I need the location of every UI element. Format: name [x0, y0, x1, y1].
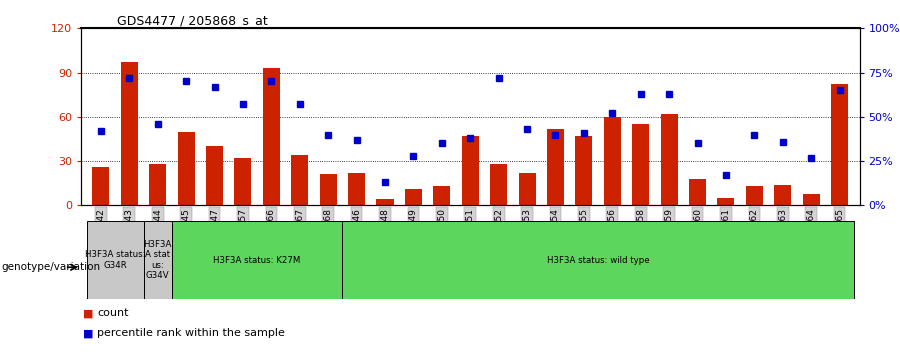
- Text: GDS4477 / 205868_s_at: GDS4477 / 205868_s_at: [117, 14, 268, 27]
- Bar: [717, 198, 734, 205]
- Bar: [462, 136, 479, 205]
- Bar: [491, 164, 508, 205]
- Bar: [263, 68, 280, 205]
- Bar: [746, 186, 763, 205]
- Bar: [93, 167, 110, 205]
- Bar: [234, 158, 251, 205]
- Bar: [575, 136, 592, 205]
- Bar: [689, 179, 706, 205]
- Bar: [143, 221, 172, 299]
- Text: count: count: [97, 308, 129, 318]
- Text: ■: ■: [83, 329, 94, 338]
- Bar: [177, 132, 194, 205]
- Text: H3F3A status: K27M: H3F3A status: K27M: [213, 256, 301, 265]
- Bar: [405, 189, 422, 205]
- Bar: [292, 155, 309, 205]
- Bar: [86, 221, 143, 299]
- Text: genotype/variation: genotype/variation: [2, 262, 101, 272]
- Text: H3F3A status: wild type: H3F3A status: wild type: [547, 256, 650, 265]
- Bar: [172, 221, 342, 299]
- Bar: [831, 84, 848, 205]
- Bar: [433, 186, 450, 205]
- Bar: [547, 129, 564, 205]
- Bar: [206, 146, 223, 205]
- Text: H3F3A status:
G34R: H3F3A status: G34R: [85, 251, 145, 270]
- Bar: [632, 124, 649, 205]
- Bar: [149, 164, 166, 205]
- Bar: [348, 173, 365, 205]
- Bar: [320, 175, 337, 205]
- Bar: [604, 117, 621, 205]
- Bar: [774, 185, 791, 205]
- Text: percentile rank within the sample: percentile rank within the sample: [97, 329, 285, 338]
- Bar: [518, 173, 536, 205]
- Text: H3F3A
A stat
us:
G34V: H3F3A A stat us: G34V: [143, 240, 172, 280]
- Text: ■: ■: [83, 308, 94, 318]
- Bar: [376, 199, 393, 205]
- Bar: [803, 194, 820, 205]
- Bar: [342, 221, 854, 299]
- Bar: [661, 114, 678, 205]
- Bar: [121, 62, 138, 205]
